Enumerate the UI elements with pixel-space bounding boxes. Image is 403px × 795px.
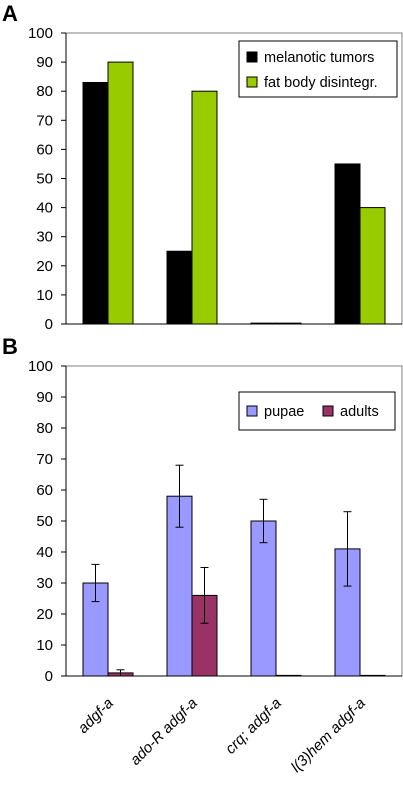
panel-b-y-tick-label: 90: [36, 389, 53, 406]
panel-a-y-tick-label: 50: [36, 171, 53, 188]
category-label: adgf-a: [75, 695, 117, 737]
panel-b-legend-swatch: [246, 405, 258, 417]
panel-a-legend-label: melanotic tumors: [264, 50, 374, 66]
panel-b-legend-label: pupae: [264, 404, 304, 420]
panel-b-y-tick-label: 10: [36, 637, 53, 654]
panel-a-y-tick-label: 70: [36, 112, 53, 129]
panel-b-legend-label: adults: [340, 404, 379, 420]
panel-a-bar-fat-body-disintegr-: [359, 207, 386, 325]
category-labels: adgf-a ado-R adgf-a crq; adgf-a l(3)hem adg…: [75, 695, 369, 776]
panel-b-y-tick-label: 40: [36, 544, 53, 561]
panel-b-y-tick-label: 100: [28, 358, 53, 375]
category-label: crq; adgf-a: [222, 695, 285, 758]
panel-a-y-tick-label: 20: [36, 258, 53, 275]
category-label: ado-R adgf-a: [127, 695, 201, 769]
panel-b-y-tick-label: 60: [36, 482, 53, 499]
panel-b-legend-swatch: [322, 405, 334, 417]
category-label: l(3)hem adgf-a: [288, 695, 369, 776]
panel-a-y-tick-label: 90: [36, 54, 53, 71]
panel-b-bar-pupae: [82, 582, 109, 677]
panel-b-y-tick-label: 20: [36, 606, 53, 623]
panel-b-y-tick-label: 0: [45, 668, 53, 685]
panel-b-y-tick-label: 50: [36, 513, 53, 530]
panel-a-y-tick-label: 10: [36, 287, 53, 304]
panel-a-y-tick-label: 40: [36, 200, 53, 217]
panel-a-bar-melanotic-tumors: [166, 250, 193, 325]
panel-b-legend-box: [238, 391, 396, 431]
panel-a-bar-fat-body-disintegr-: [107, 61, 134, 325]
panel-a-bar-melanotic-tumors: [250, 322, 277, 325]
panel-a-label: A: [2, 1, 18, 26]
panel-b-bar-adults: [275, 674, 302, 677]
panel-a-bar-melanotic-tumors: [82, 81, 109, 325]
panel-b-y-tick-label: 80: [36, 420, 53, 437]
panel-a-legend-swatch: [246, 51, 258, 63]
panel-a-y-tick-label: 60: [36, 141, 53, 158]
panel-a-legend-label: fat body disintegr.: [264, 75, 378, 91]
panel-a-y-tick-label: 80: [36, 83, 53, 100]
chart-panel-a: 0 10 20 30 40 50 60 70 80 90 100 melanotic tumors fa…: [28, 25, 403, 333]
panel-b-y-tick-label: 70: [36, 451, 53, 468]
panel-a-bar-fat-body-disintegr-: [191, 90, 218, 325]
chart-panel-b: 0 10 20 30 40 50 60 70 80 90 100 pupae adults: [28, 358, 403, 685]
panel-a-y-tick-label: 100: [28, 25, 53, 42]
panel-a-legend-box: [238, 40, 398, 98]
panel-b-y-tick-label: 30: [36, 575, 53, 592]
panel-b-bar-pupae: [250, 520, 277, 677]
panel-a-y-tick-label: 30: [36, 229, 53, 246]
panel-a-y-tick-label: 0: [45, 316, 53, 333]
panel-b-label: B: [2, 334, 18, 359]
panel-a-legend-swatch: [246, 76, 258, 88]
panel-a-bar-fat-body-disintegr-: [275, 322, 302, 325]
panel-a-bar-melanotic-tumors: [334, 163, 361, 325]
panel-b-bar-adults: [359, 674, 386, 677]
